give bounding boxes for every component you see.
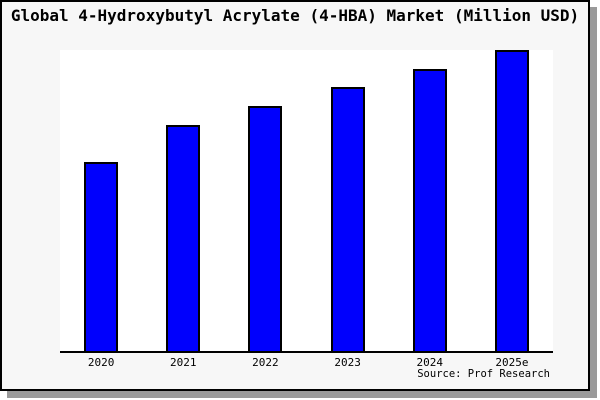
bar-2021 xyxy=(166,125,201,351)
bar-2020 xyxy=(84,162,119,351)
x-tick-label-2022: 2022 xyxy=(252,356,279,369)
bar-2024 xyxy=(412,69,447,351)
bar-slot-2020 xyxy=(60,50,142,351)
x-tick-label-2020: 2020 xyxy=(87,356,115,369)
plot-area xyxy=(60,50,553,353)
bar-slot-2023 xyxy=(307,50,389,351)
bar-slot-2024 xyxy=(389,50,471,351)
chart-title: Global 4-Hydroxybutyl Acrylate (4-HBA) M… xyxy=(10,6,580,25)
bar-2023 xyxy=(330,87,365,351)
x-tick-label-2023: 2023 xyxy=(334,356,361,369)
bar-2022 xyxy=(248,106,283,351)
x-axis-labels: 2020 2021 2022 2023 2024 2025e xyxy=(60,356,553,369)
chart-figure: Global 4-Hydroxybutyl Acrylate (4-HBA) M… xyxy=(0,0,590,391)
bars-container xyxy=(60,50,553,351)
bar-slot-2022 xyxy=(224,50,306,351)
x-tick-label-2021: 2021 xyxy=(170,356,197,369)
bar-slot-2025e xyxy=(471,50,553,351)
x-tick-label-2025e: 2025e xyxy=(495,356,529,369)
source-credit: Source: Prof Research xyxy=(417,368,550,380)
bar-2025e xyxy=(494,50,529,351)
bar-slot-2021 xyxy=(142,50,224,351)
x-tick-label-2024: 2024 xyxy=(416,356,444,369)
